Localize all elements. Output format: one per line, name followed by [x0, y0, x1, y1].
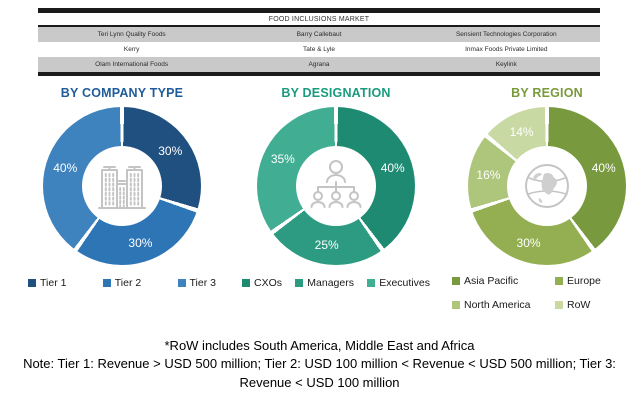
buildings-icon — [98, 166, 146, 209]
legend-item: Managers — [295, 277, 354, 289]
company-cell: Tate & Lyle — [303, 46, 335, 53]
donut-center — [507, 146, 587, 226]
chart-title: BY DESIGNATION — [281, 86, 391, 100]
legend-swatch — [452, 277, 460, 285]
legend-swatch — [452, 301, 460, 309]
legend-item: North America — [452, 299, 555, 311]
donut-segment-label: 25% — [314, 237, 339, 252]
legend-swatch — [555, 277, 563, 285]
chart-title: BY COMPANY TYPE — [60, 86, 184, 100]
legend-by-designation: CXOs Managers Executives — [240, 277, 432, 289]
chart-title: BY REGION — [511, 86, 583, 100]
donut-segment-label: 40% — [591, 160, 616, 175]
tier-note-line2: Revenue < USD 100 million — [239, 374, 400, 390]
donut-segment-label: 30% — [158, 143, 183, 158]
legend-item: Tier 2 — [102, 277, 142, 289]
legend-label: North America — [464, 299, 531, 311]
legend-swatch — [177, 279, 186, 287]
legend-swatch — [242, 279, 250, 287]
donut-segment-label: 30% — [516, 235, 541, 250]
tier-note-line1: Note: Tier 1: Revenue > USD 500 million;… — [23, 356, 616, 372]
legend-label: Tier 2 — [114, 277, 142, 289]
legend-item: Tier 1 — [28, 277, 66, 289]
donut-center — [82, 146, 162, 226]
legend-label: Tier 1 — [40, 277, 67, 289]
table-title-separator — [38, 25, 600, 27]
legend-label: Asia Pacific — [464, 275, 519, 287]
table-row: Teri Lynn Quality Foods Barry Callebaut … — [38, 27, 600, 42]
legend-by-region: Asia Pacific Europe North America RoW — [451, 275, 639, 311]
market-leaders-table: FOOD INCLUSIONS MARKET Teri Lynn Quality… — [38, 8, 600, 76]
company-cell: Keylink — [495, 61, 517, 68]
donut-segment-label: 30% — [128, 235, 153, 250]
legend-swatch — [102, 279, 111, 287]
legend-item: Tier 3 — [177, 277, 216, 289]
table-bottom-border — [38, 72, 600, 76]
legend-by-company-type: Tier 1 Tier 2 Tier 3 — [26, 277, 218, 289]
donut-center — [296, 146, 376, 226]
table-row: Kerry Tate & Lyle Inmax Foods Private Li… — [38, 42, 600, 57]
donut-segment-label: 16% — [476, 167, 501, 182]
row-footnote: *RoW includes South America, Middle East… — [164, 338, 475, 353]
legend-swatch — [367, 279, 376, 287]
legend-item: RoW — [555, 299, 639, 311]
legend-label: Executives — [379, 277, 430, 289]
company-cell: Barry Callebaut — [296, 31, 342, 38]
company-cell: Olam International Foods — [95, 61, 169, 68]
company-cell: Kerry — [123, 46, 140, 53]
donut-segment-label: 14% — [509, 125, 534, 140]
legend-label: CXOs — [254, 277, 283, 289]
legend-label: Tier 3 — [189, 277, 216, 289]
chart-by-region: BY REGION 40% 30% 16% 14% Asia Pacific Europ… — [451, 86, 639, 311]
legend-item: Europe — [555, 275, 639, 287]
chart-notes: *RoW includes South America, Middle East… — [0, 337, 639, 392]
chart-by-designation: BY DESIGNATION 40% 25% 35% CXOs Managers Exe… — [240, 86, 432, 289]
legend-label: Europe — [567, 275, 601, 287]
org-chart-icon — [310, 160, 362, 208]
legend-swatch — [295, 279, 304, 287]
legend-item: CXOs — [242, 277, 282, 289]
legend-label: Managers — [307, 277, 354, 289]
donut-segment-label: 40% — [380, 160, 405, 175]
legend-swatch — [28, 279, 36, 287]
legend-item: Asia Pacific — [452, 275, 555, 287]
legend-label: RoW — [567, 299, 591, 311]
chart-by-company-type: BY COMPANY TYPE 30% 30% 40% Tie — [26, 86, 218, 289]
company-cell: Inmax Foods Private Limited — [465, 46, 548, 53]
legend-swatch — [555, 301, 563, 309]
table-row: Olam International Foods Agrana Keylink — [38, 57, 600, 72]
donut-segment-label: 40% — [53, 160, 78, 175]
company-cell: Agrana — [308, 61, 330, 68]
donut-segment-label: 35% — [270, 151, 295, 166]
table-title: FOOD INCLUSIONS MARKET — [38, 13, 600, 25]
table-top-border — [38, 8, 600, 13]
globe-icon — [525, 164, 569, 208]
company-cell: Teri Lynn Quality Foods — [97, 31, 166, 38]
legend-item: Executives — [367, 277, 430, 289]
company-cell: Sensient Technologies Corporation — [455, 31, 557, 38]
